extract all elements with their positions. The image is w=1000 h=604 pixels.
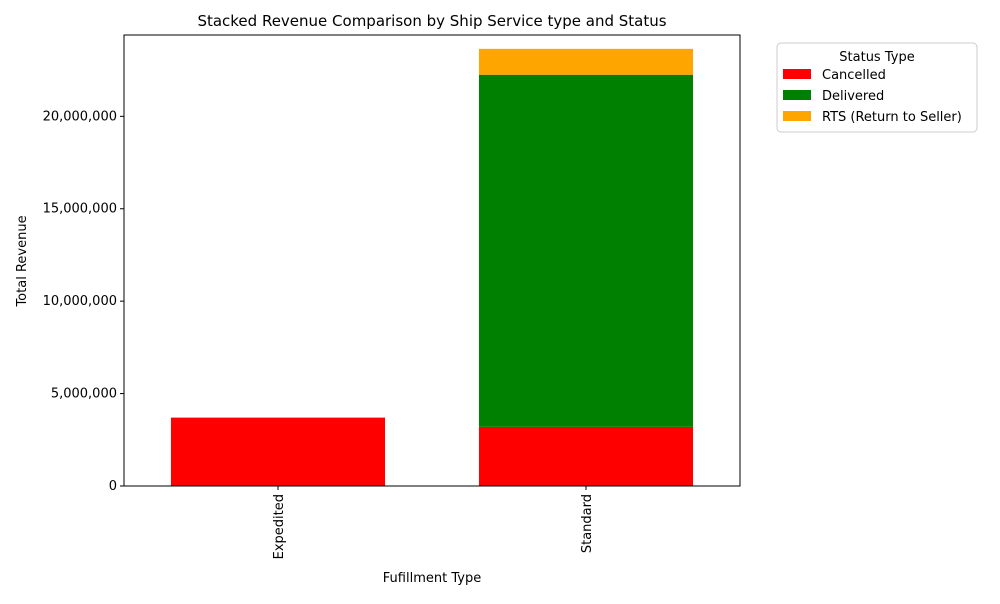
legend-swatch — [783, 69, 811, 79]
legend-swatch — [783, 111, 811, 121]
legend: Status Type Cancelled Delivered RTS (Retur… — [776, 42, 978, 133]
bar-standard-cancelled — [478, 426, 694, 486]
y-axis-label: Total Revenue — [15, 215, 30, 307]
y-tick-label: 0 — [109, 479, 117, 494]
bar-standard-rts-return-to-seller — [478, 48, 694, 75]
x-axis-label: Fufillment Type — [383, 571, 481, 586]
legend-frame — [776, 42, 978, 133]
y-tick-label: 15,000,000 — [43, 202, 117, 217]
x-axis: Expedited Standard — [272, 486, 595, 559]
chart-title: Stacked Revenue Comparison by Ship Servi… — [197, 12, 666, 30]
legend-label: RTS (Return to Seller) — [822, 110, 962, 125]
x-tick-label: Standard — [580, 494, 595, 553]
legend-label: Cancelled — [822, 68, 886, 83]
plot-frame — [123, 34, 741, 487]
bars-group — [170, 48, 694, 486]
y-axis: 0 5,000,000 10,000,000 15,000,000 20,000,000 — [43, 109, 124, 494]
legend-label: Delivered — [822, 89, 884, 104]
legend-title: Status Type — [839, 50, 914, 65]
x-tick-label: Expedited — [272, 494, 287, 559]
legend-swatch — [783, 90, 811, 100]
y-tick-label: 20,000,000 — [43, 109, 117, 124]
y-tick-label: 10,000,000 — [43, 294, 117, 309]
bar-expedited-cancelled — [170, 417, 386, 486]
y-tick-label: 5,000,000 — [51, 387, 117, 402]
bar-standard-delivered — [478, 74, 694, 427]
